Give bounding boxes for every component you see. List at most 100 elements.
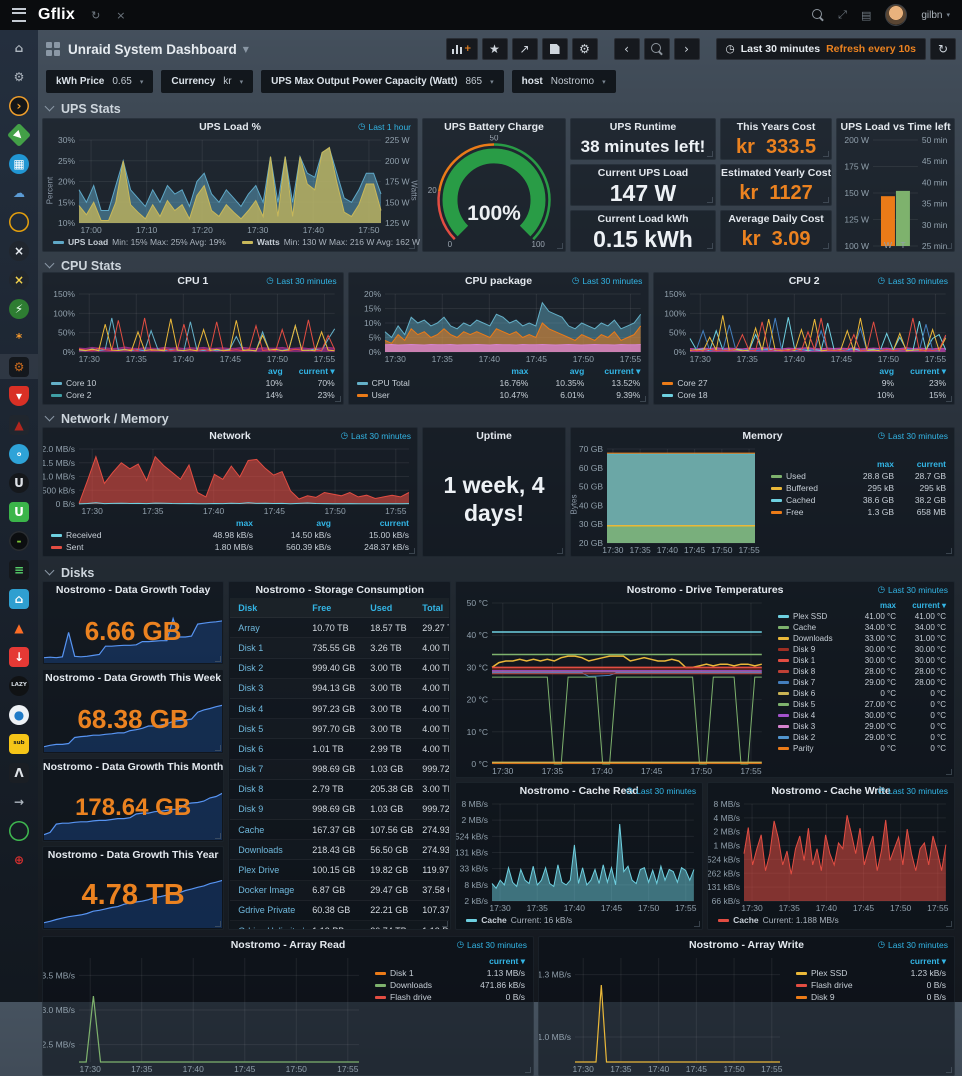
cpu1-chart[interactable]: 17:30 17:35 17:40 17:45 17:50 17:55 0% 50% 100% 1… xyxy=(43,289,343,365)
legend-item[interactable]: Free xyxy=(771,506,842,518)
blue-dot-icon[interactable]: ∘ xyxy=(0,441,38,466)
section-disks[interactable]: Disks xyxy=(44,565,94,580)
legend-item[interactable]: Plex SSD xyxy=(778,611,846,622)
cache-write-chart[interactable]: 17:30 17:35 17:40 17:45 17:50 17:55 66 kB/s 131… xyxy=(708,799,954,914)
legend-item[interactable]: Disk 3 xyxy=(778,721,846,732)
network-scatter-icon[interactable]: * xyxy=(15,330,23,345)
legend-item[interactable]: CPU Total xyxy=(356,377,473,389)
ups-bar-chart[interactable]: 100 W 125 W 150 W 175 W 200 W 25 min 30 min 35 … xyxy=(837,135,954,251)
home-assistant-icon[interactable]: ⌂ xyxy=(0,586,38,611)
legend-item[interactable]: Core 2 xyxy=(51,389,231,401)
settings-gear-icon[interactable]: ⚙ xyxy=(13,69,25,84)
water-drop-icon[interactable]: ● xyxy=(0,702,38,727)
section-ups-stats[interactable]: UPS Stats xyxy=(44,101,121,116)
star-button[interactable]: ★ xyxy=(481,38,508,60)
ubiquiti-icon[interactable]: U xyxy=(0,470,38,495)
variable-dropdown[interactable]: kWh Price 0.65 ▾ xyxy=(46,70,154,93)
memory-chart[interactable]: 17:30 17:35 17:40 17:45 17:50 17:55 20 GB 30 GB… xyxy=(571,444,763,556)
zoom-out-button[interactable] xyxy=(643,38,670,60)
time-range-picker[interactable]: ◷ Last 30 minutes Refresh every 10s xyxy=(715,38,926,60)
user-menu[interactable]: gilbn ▾ xyxy=(921,9,950,21)
fullscreen-icon[interactable]: ⤢ xyxy=(838,8,847,21)
close-tab-icon[interactable]: × xyxy=(116,8,126,22)
download-tile-icon[interactable]: ↓ xyxy=(0,644,38,669)
legend-item[interactable]: Disk 6 xyxy=(778,688,846,699)
toggle-bars-icon[interactable]: ≡ xyxy=(0,557,38,582)
legend-item[interactable]: Downloads xyxy=(778,633,846,644)
cache-read-chart[interactable]: 17:30 17:35 17:40 17:45 17:50 17:55 2 kB/s 8 kB… xyxy=(456,799,702,914)
home-icon[interactable]: ⌂ xyxy=(14,40,24,55)
legend-item[interactable]: Disk 9 xyxy=(778,644,846,655)
book-icon[interactable]: Λ xyxy=(0,760,38,785)
sign-out-icon[interactable]: → xyxy=(13,794,25,809)
legend-item[interactable]: Used xyxy=(771,470,842,482)
media-server-icon[interactable]: ▦ xyxy=(0,151,38,176)
user-avatar[interactable] xyxy=(885,4,908,26)
green-orb-icon[interactable]: ⚡ xyxy=(0,296,38,321)
ups-load-chart[interactable]: 17:00 17:10 17:20 17:30 17:40 17:50 10% 15% 20% 2… xyxy=(43,135,417,236)
lifebuoy-icon[interactable]: ⊕ xyxy=(13,852,25,867)
array-read-chart[interactable]: 17:30 17:35 17:40 17:45 17:50 17:55 2.5 MB/s 3.… xyxy=(43,953,367,1075)
legend-item[interactable]: Cached xyxy=(771,494,842,506)
legend-item[interactable]: Flash drive xyxy=(375,991,459,1003)
legend-item[interactable]: Watts Min: 130 W Max: 216 W Avg: 162 W xyxy=(241,237,420,247)
legend-item[interactable]: Disk 8 xyxy=(778,666,846,677)
section-cpu-stats[interactable]: CPU Stats xyxy=(44,258,121,273)
refresh-button[interactable]: ↻ xyxy=(930,38,956,60)
legend-item[interactable]: Disk 7 xyxy=(778,677,846,688)
legend-item[interactable]: Core 18 xyxy=(662,389,842,401)
gitlab-icon[interactable]: ▲ xyxy=(14,620,24,635)
array-write-chart[interactable]: 17:30 17:35 17:40 17:45 17:50 17:55 1.0 MB/s 1.… xyxy=(539,953,788,1075)
cpu2-chart[interactable]: 17:30 17:35 17:40 17:45 17:50 17:55 0% 50% 100% 1… xyxy=(654,289,954,365)
variable-dropdown[interactable]: Currency kr ▾ xyxy=(161,70,254,93)
legend-item[interactable]: Sent xyxy=(51,541,175,553)
legend-item[interactable]: Buffered xyxy=(771,482,842,494)
legend-item[interactable]: Plex SSD xyxy=(796,967,886,979)
legend-item[interactable]: Downloads xyxy=(375,979,459,991)
play-icon[interactable]: ▶ xyxy=(0,122,38,147)
triangle-alert-icon[interactable]: ▲ xyxy=(0,412,38,437)
legend-item[interactable]: Flash drive xyxy=(796,979,886,991)
legend-item[interactable]: Disk 4 xyxy=(778,710,846,721)
legend-item[interactable]: Core 27 xyxy=(662,377,842,389)
legend-item[interactable]: Received xyxy=(51,529,175,541)
cloud-icon[interactable]: ☁ xyxy=(13,185,25,200)
section-network-memory[interactable]: Network / Memory xyxy=(44,411,169,426)
add-panel-button[interactable]: + xyxy=(445,38,478,60)
dashboard-title[interactable]: Unraid System Dashboard xyxy=(68,41,237,57)
legend-item[interactable]: User xyxy=(356,389,473,401)
legend-item[interactable]: Cache Current: 1.188 MB/s xyxy=(718,915,839,925)
apps-icon[interactable]: ▤ xyxy=(860,8,872,22)
variable-dropdown[interactable]: host Nostromo ▾ xyxy=(511,70,616,93)
legend-item[interactable]: Disk 9 xyxy=(796,991,886,1003)
drive-temps-chart[interactable]: 17:30 17:35 17:40 17:45 17:50 17:55 0 °C 10 °C 2… xyxy=(456,598,770,777)
search-icon[interactable] xyxy=(812,9,824,22)
legend-item[interactable]: Disk 1 xyxy=(375,967,459,979)
legend-item[interactable]: Disk 1 xyxy=(778,655,846,666)
share-button[interactable]: ↗ xyxy=(511,38,538,60)
legend-item[interactable]: Disk 2 xyxy=(778,732,846,743)
time-forward-button[interactable]: › xyxy=(673,38,700,60)
lazy-icon[interactable]: LAZY xyxy=(0,673,38,698)
bowl-icon[interactable]: - xyxy=(0,528,38,553)
panel-title[interactable]: UPS Battery Charge xyxy=(444,121,544,133)
save-button[interactable] xyxy=(541,38,568,60)
cross-yellow-icon[interactable]: × xyxy=(0,267,38,292)
sub-icon[interactable]: sub xyxy=(0,731,38,756)
app-logo[interactable]: Gflix xyxy=(38,6,76,23)
cpu-package-chart[interactable]: 17:30 17:35 17:40 17:45 17:50 17:55 0% 5% 10% 15%… xyxy=(349,289,649,365)
menu-icon[interactable] xyxy=(12,8,26,22)
panel-title[interactable]: UPS Load % xyxy=(199,121,261,133)
shield-icon[interactable]: ▾ xyxy=(0,383,38,408)
network-chart[interactable]: 17:30 17:35 17:40 17:45 17:50 17:55 0 B/s 500 k… xyxy=(43,444,417,517)
refresh-tab-icon[interactable]: ↻ xyxy=(91,8,101,22)
legend-item[interactable]: Disk 5 xyxy=(778,699,846,710)
active-app-gear-icon[interactable]: ⚙ xyxy=(0,354,38,379)
time-back-button[interactable]: ‹ xyxy=(613,38,640,60)
legend-item[interactable]: Cache xyxy=(778,622,846,633)
cross-teal-icon[interactable]: × xyxy=(0,238,38,263)
arrow-ring-icon[interactable]: › xyxy=(0,93,38,118)
search-ring-icon[interactable] xyxy=(0,209,38,234)
legend-item[interactable]: UPS Load Min: 15% Max: 25% Avg: 19% xyxy=(53,237,226,247)
dashboard-settings-button[interactable]: ⚙ xyxy=(571,38,598,60)
